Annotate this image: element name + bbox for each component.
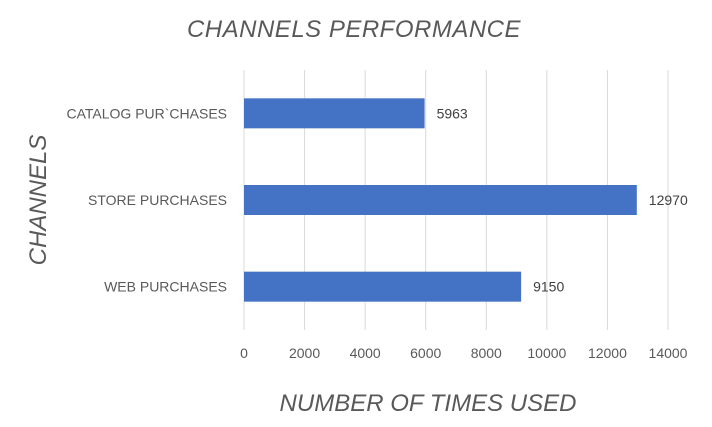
- x-tick-label: 12000: [588, 345, 627, 361]
- x-tick-label: 4000: [350, 345, 381, 361]
- x-tick-label: 0: [240, 345, 248, 361]
- bars: [244, 98, 637, 302]
- bar: [244, 98, 425, 129]
- x-tick-label: 6000: [410, 345, 441, 361]
- x-tick-label: 8000: [471, 345, 502, 361]
- category-label: CATALOG PUR`CHASES: [66, 105, 227, 121]
- x-tick-label: 14000: [649, 345, 688, 361]
- bar: [244, 185, 637, 215]
- data-label: 5963: [437, 105, 468, 121]
- category-label: STORE PURCHASES: [88, 192, 227, 208]
- labels: 0 2000 4000 6000 8000 10000 12000 14000 CATALOG …: [66, 105, 687, 361]
- x-tick-label: 10000: [527, 345, 566, 361]
- bar: [244, 271, 522, 302]
- chart-title: CHANNELS PERFORMANCE: [187, 16, 522, 43]
- x-axis-title: NUMBER OF TIMES USED: [280, 390, 577, 417]
- data-label: 9150: [533, 279, 564, 295]
- category-label: WEB PURCHASES: [104, 279, 227, 295]
- data-label: 12970: [649, 192, 688, 208]
- x-tick-label: 2000: [289, 345, 320, 361]
- y-axis-title: CHANNELS: [25, 135, 52, 266]
